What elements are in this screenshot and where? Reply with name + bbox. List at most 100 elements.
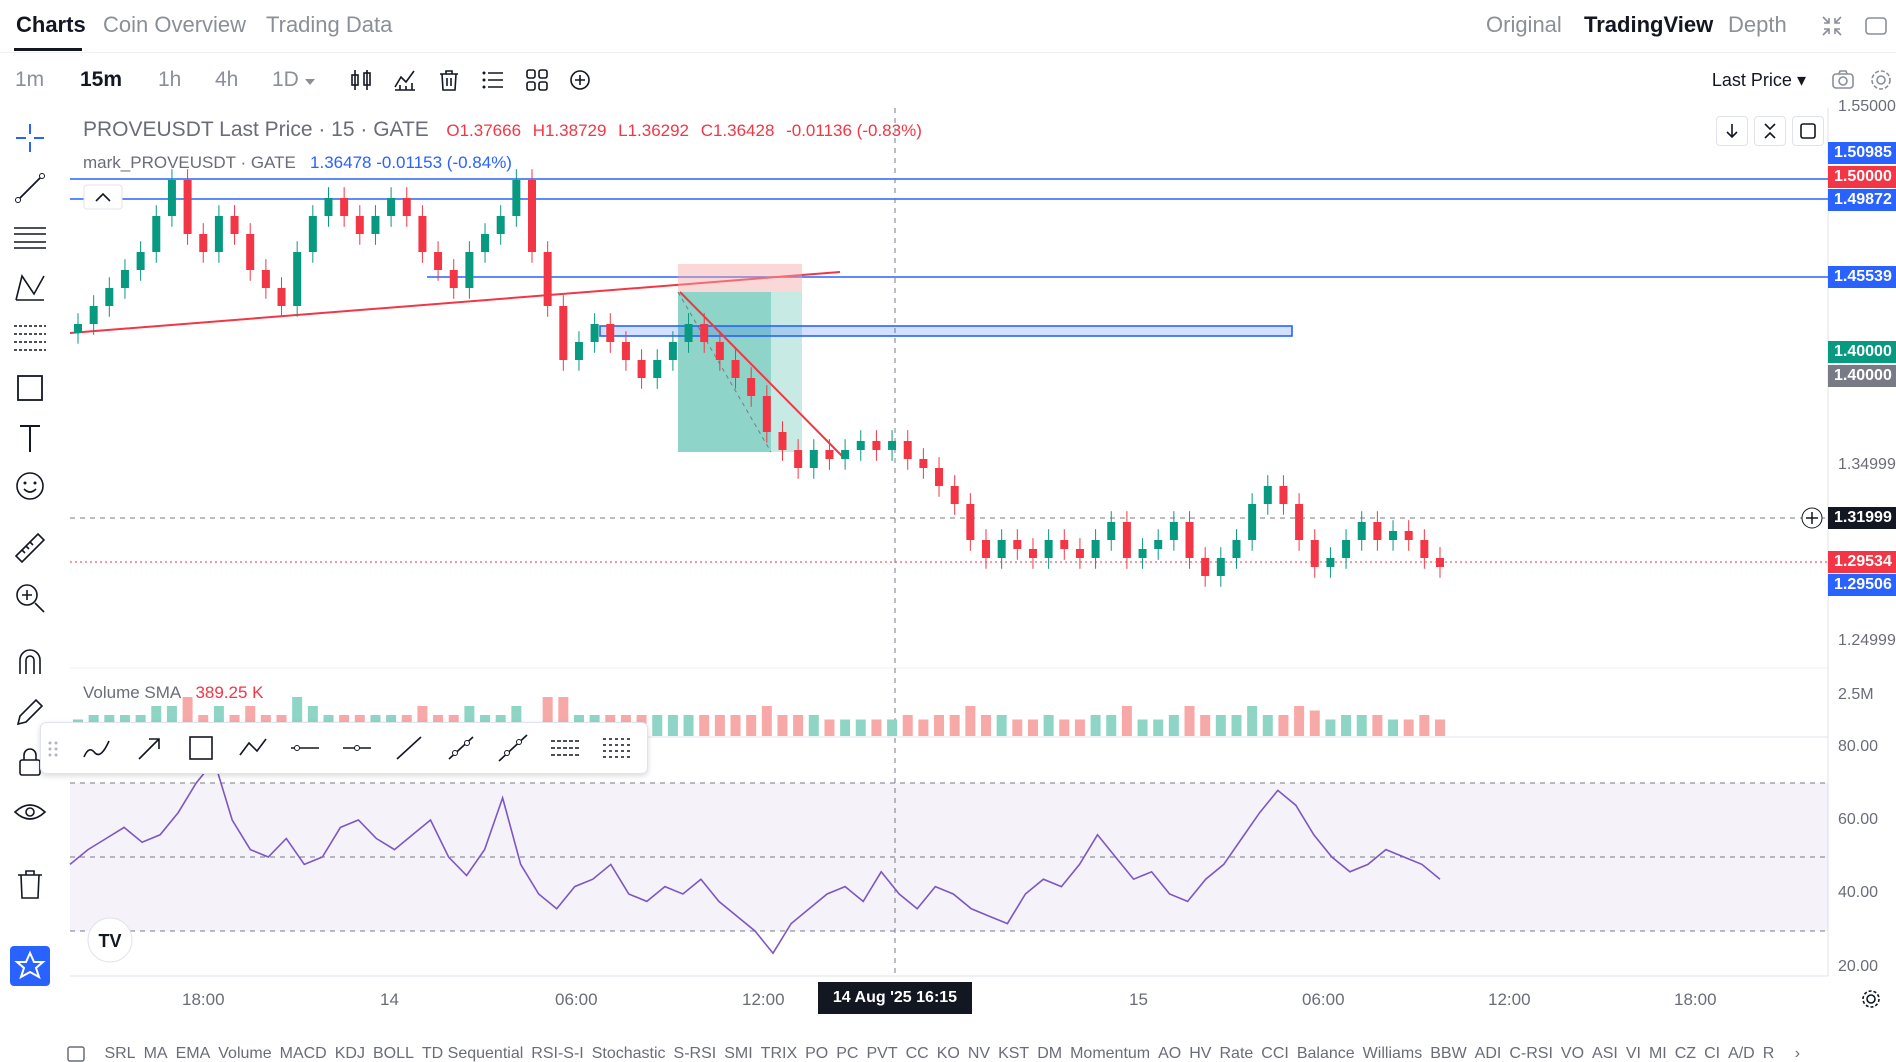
indicator-item[interactable]: BBW (1430, 1045, 1467, 1062)
indicator-item[interactable]: MI (1648, 1045, 1667, 1062)
legend-symbol[interactable]: PROVEUSDT Last Price · 15 · GATE (83, 118, 429, 141)
indicator-item[interactable]: KST (998, 1045, 1030, 1062)
interval-1m[interactable]: 1m (15, 68, 45, 91)
indicator-item[interactable]: VO (1560, 1045, 1585, 1062)
tab-trading-data[interactable]: Trading Data (266, 12, 393, 37)
indicator-item[interactable]: PVT (866, 1045, 898, 1062)
indicator-item[interactable]: CC (905, 1045, 929, 1062)
indicator-item[interactable]: CCI (1261, 1045, 1289, 1062)
scroll-down-button[interactable] (1716, 116, 1748, 146)
indicator-item[interactable]: KO (936, 1045, 960, 1062)
collapse-pane-button[interactable] (1754, 116, 1786, 146)
indicator-item[interactable]: MACD (279, 1045, 327, 1062)
indicator-item[interactable]: Momentum (1070, 1045, 1151, 1062)
indicator-item[interactable]: VI (1625, 1045, 1641, 1062)
trash-icon[interactable] (436, 67, 462, 93)
magnet-icon[interactable] (12, 644, 48, 680)
indicator-item[interactable]: EMA (175, 1045, 211, 1062)
indicator-item[interactable]: C-RSI (1509, 1045, 1553, 1062)
position-target-zone[interactable] (678, 292, 802, 452)
indicator-item[interactable]: S-RSI (673, 1045, 717, 1062)
trend-line-icon[interactable] (12, 170, 48, 206)
layout-grid-icon[interactable] (524, 67, 550, 93)
indicator-item[interactable]: TD Sequential (421, 1045, 524, 1062)
indicator-item[interactable]: TRIX (760, 1045, 798, 1062)
indicator-item[interactable]: RSI-S-I (531, 1045, 584, 1062)
camera-icon[interactable] (1830, 67, 1856, 93)
indicator-item[interactable]: PC (836, 1045, 859, 1062)
indicator-item[interactable]: Stochastic (591, 1045, 666, 1062)
chevron-right-icon[interactable]: › (1794, 1045, 1801, 1062)
arrow-draw-icon[interactable] (133, 733, 165, 763)
zoom-in-icon[interactable] (12, 580, 48, 616)
indicator-item[interactable]: CI (1704, 1045, 1721, 1062)
trend-line[interactable] (69, 271, 841, 334)
candle-type-icon[interactable] (348, 67, 374, 93)
path-draw-icon[interactable] (237, 733, 269, 763)
indicator-item[interactable]: R (1762, 1045, 1775, 1062)
tab-tradingview[interactable]: TradingView (1584, 12, 1714, 37)
indicators-icon[interactable] (392, 67, 418, 93)
indicator-item[interactable]: AO (1158, 1045, 1182, 1062)
pencil-lock-icon[interactable] (12, 694, 48, 730)
ruler-icon[interactable] (12, 530, 48, 566)
fib-retracement-icon[interactable] (12, 320, 48, 356)
calendar-icon[interactable] (66, 1044, 86, 1062)
eye-icon[interactable] (12, 794, 48, 830)
horizontal-lines-icon[interactable] (12, 220, 48, 256)
indicator-item[interactable]: NV (967, 1045, 991, 1062)
indicator-item[interactable]: Rate (1219, 1045, 1254, 1062)
indicator-item[interactable]: KDJ (334, 1045, 365, 1062)
pattern-icon[interactable] (12, 270, 48, 306)
drag-handle-icon[interactable] (47, 733, 59, 763)
interval-1h[interactable]: 1h (158, 68, 182, 91)
tab-original[interactable]: Original (1486, 12, 1562, 37)
brush-icon[interactable] (81, 733, 113, 763)
indicator-item[interactable]: MA (143, 1045, 168, 1062)
interval-1d[interactable]: 1D (272, 68, 299, 91)
extended-line-icon[interactable] (497, 733, 529, 763)
ray-draw-icon[interactable] (445, 733, 477, 763)
indicator-item[interactable]: A/D (1728, 1045, 1755, 1062)
tab-charts[interactable]: Charts (16, 12, 86, 37)
fib-channel-icon[interactable] (601, 733, 633, 763)
downtrend-line[interactable] (679, 291, 843, 457)
crosshair-icon[interactable] (12, 120, 48, 156)
mark-symbol[interactable]: mark_PROVEUSDT · GATE (83, 153, 296, 172)
indicator-item[interactable]: SMI (724, 1045, 753, 1062)
tab-depth[interactable]: Depth (1728, 12, 1787, 37)
highlight-rectangle[interactable] (599, 325, 1293, 337)
indicator-item[interactable]: CZ (1674, 1045, 1697, 1062)
delete-drawings-icon[interactable] (12, 866, 48, 902)
add-icon[interactable] (567, 67, 593, 93)
indicator-item[interactable]: DM (1037, 1045, 1063, 1062)
indicator-item[interactable]: SRL (104, 1045, 136, 1062)
indicator-item[interactable]: Volume (218, 1045, 272, 1062)
interval-4h[interactable]: 4h (215, 68, 239, 91)
maximize-pane-button[interactable] (1792, 116, 1824, 146)
tab-coin-overview[interactable]: Coin Overview (103, 12, 247, 37)
horizontal-ray-icon[interactable] (289, 733, 321, 763)
line-draw-icon[interactable] (393, 733, 425, 763)
indicator-item[interactable]: PO (805, 1045, 829, 1062)
settings-icon[interactable] (1868, 67, 1894, 93)
indicator-item[interactable]: ADI (1474, 1045, 1502, 1062)
rectangle-icon[interactable] (12, 370, 48, 406)
indicator-item[interactable]: ASI (1592, 1045, 1618, 1062)
window-icon[interactable] (1864, 14, 1888, 38)
collapse-icon[interactable] (1820, 14, 1844, 38)
text-icon[interactable] (12, 420, 48, 456)
position-stop-zone[interactable] (678, 264, 802, 292)
list-icon[interactable] (480, 67, 506, 93)
emoji-icon[interactable] (12, 468, 48, 504)
indicator-item[interactable]: Williams (1362, 1045, 1423, 1062)
volume-label[interactable]: Volume SMA (83, 683, 182, 702)
chevron-down-icon[interactable] (304, 77, 316, 87)
collapse-legend-button[interactable] (83, 184, 123, 210)
indicator-item[interactable]: Balance (1296, 1045, 1355, 1062)
interval-15m[interactable]: 15m (80, 68, 123, 91)
price-source-select[interactable]: Last Price ▾ (1711, 70, 1806, 90)
rectangle-draw-icon[interactable] (185, 733, 217, 763)
favorites-button[interactable] (10, 946, 50, 986)
